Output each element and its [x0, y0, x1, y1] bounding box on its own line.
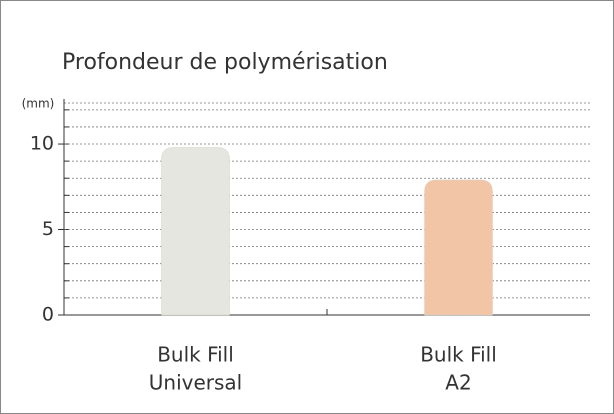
chart-title: Profondeur de polymérisation	[62, 50, 388, 75]
x-tick-label: Bulk Fill	[157, 343, 234, 367]
x-tick-label: Bulk Fill	[420, 343, 497, 367]
chart: Profondeur de polymérisation (mm) 0 5 10 Bu…	[0, 0, 614, 414]
page: Profondeur de polymérisation (mm) 0 5 10 Bu…	[0, 0, 614, 414]
y-tick-label: 0	[42, 304, 54, 326]
x-tick-label: Universal	[149, 371, 242, 395]
y-tick-label: 5	[42, 218, 54, 240]
y-unit: (mm)	[22, 97, 55, 111]
bar	[425, 180, 493, 315]
y-tick-label: 10	[30, 133, 54, 155]
bar	[162, 147, 230, 315]
x-tick-label: A2	[445, 371, 471, 395]
